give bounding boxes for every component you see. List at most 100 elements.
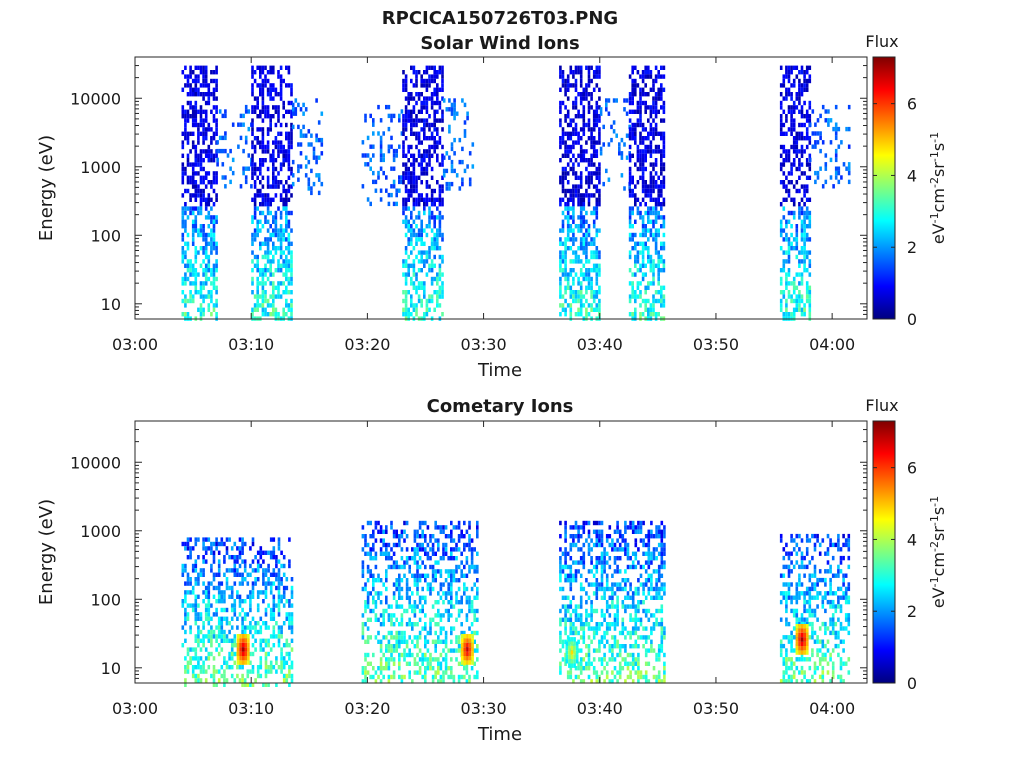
flux-cell	[259, 210, 262, 216]
flux-cell	[251, 594, 255, 599]
flux-cell	[241, 537, 244, 542]
flux-cell	[266, 206, 270, 211]
flux-cell	[559, 74, 562, 79]
flux-cell	[641, 263, 645, 268]
flux-cell	[372, 666, 375, 671]
flux-cell	[652, 197, 655, 202]
flux-cell	[805, 158, 809, 163]
flux-cell	[420, 219, 423, 224]
flux-cell	[433, 307, 436, 312]
flux-cell	[382, 613, 385, 618]
flux-cell	[574, 666, 578, 671]
flux-cell	[264, 83, 267, 88]
flux-cell	[569, 290, 573, 295]
x-tick-label: 03:10	[228, 335, 274, 354]
flux-cell	[244, 179, 248, 185]
flux-cell	[369, 551, 372, 556]
flux-cell	[317, 137, 321, 143]
flux-cell	[564, 118, 567, 123]
flux-cell	[385, 635, 388, 640]
flux-cell	[564, 560, 567, 565]
flux-cell	[590, 241, 593, 246]
flux-cell	[197, 74, 200, 79]
flux-cell	[181, 224, 185, 229]
flux-cell	[429, 582, 432, 587]
flux-cell	[582, 246, 586, 251]
flux-cell	[280, 599, 283, 604]
flux-cell	[225, 678, 229, 683]
flux-cell	[595, 202, 599, 207]
flux-cell	[405, 591, 409, 596]
flux-cell	[569, 626, 573, 631]
flux-cell	[795, 149, 799, 154]
flux-cell	[251, 162, 254, 167]
flux-cell	[590, 254, 593, 260]
flux-cell	[415, 175, 418, 180]
flux-cell	[592, 648, 596, 653]
flux-cell	[261, 197, 265, 202]
flux-cell	[800, 153, 804, 158]
flux-cell	[628, 180, 632, 185]
flux-cell	[595, 122, 599, 128]
flux-cell	[202, 78, 205, 84]
flux-cell	[564, 556, 567, 561]
flux-cell	[660, 254, 663, 260]
flux-cell	[471, 164, 475, 169]
flux-cell	[191, 585, 195, 591]
flux-cell	[579, 219, 583, 224]
flux-cell	[660, 206, 663, 211]
flux-cell	[421, 520, 424, 526]
flux-cell	[657, 184, 660, 189]
flux-cell	[566, 281, 570, 286]
flux-cell	[407, 254, 410, 260]
flux-cell	[649, 162, 653, 167]
flux-cell	[631, 180, 634, 185]
flux-cell	[261, 224, 265, 229]
flux-cell	[441, 175, 444, 180]
flux-cell	[207, 193, 211, 198]
flux-cell	[369, 113, 372, 119]
flux-cell	[444, 657, 448, 662]
flux-cell	[212, 272, 216, 277]
flux-cell	[317, 177, 321, 182]
flux-cell	[615, 133, 618, 138]
flux-cell	[374, 604, 378, 609]
flux-cell	[423, 100, 426, 106]
flux-cell	[413, 560, 417, 565]
flux-cell	[405, 639, 409, 644]
flux-cell	[592, 608, 596, 614]
flux-cell	[644, 158, 647, 163]
flux-cell	[412, 131, 416, 136]
flux-cell	[426, 573, 430, 578]
flux-cell	[210, 550, 213, 555]
flux-cell	[184, 682, 187, 687]
flux-cell	[408, 556, 411, 561]
flux-cell	[390, 113, 393, 119]
flux-cell	[287, 100, 291, 106]
flux-cell	[636, 100, 640, 106]
flux-cell	[285, 285, 288, 290]
flux-cell	[790, 70, 793, 75]
flux-cell	[425, 136, 429, 141]
flux-cell	[191, 70, 195, 75]
flux-cell	[275, 634, 278, 639]
flux-cell	[415, 78, 418, 84]
flux-cell	[398, 538, 401, 543]
flux-cell	[569, 564, 573, 570]
flux-cell	[795, 237, 799, 242]
flux-cell	[457, 674, 461, 680]
flux-cell	[210, 70, 213, 75]
flux-cell	[197, 109, 200, 114]
flux-cell	[790, 171, 793, 176]
flux-cell	[411, 626, 414, 631]
flux-cell	[421, 657, 424, 662]
flux-cell	[364, 657, 367, 662]
flux-cell	[230, 647, 234, 652]
flux-cell	[572, 268, 575, 273]
flux-cell	[251, 237, 254, 242]
flux-cell	[282, 250, 285, 255]
flux-cell	[579, 617, 583, 622]
flux-cell	[251, 197, 254, 202]
flux-cell	[251, 590, 255, 595]
